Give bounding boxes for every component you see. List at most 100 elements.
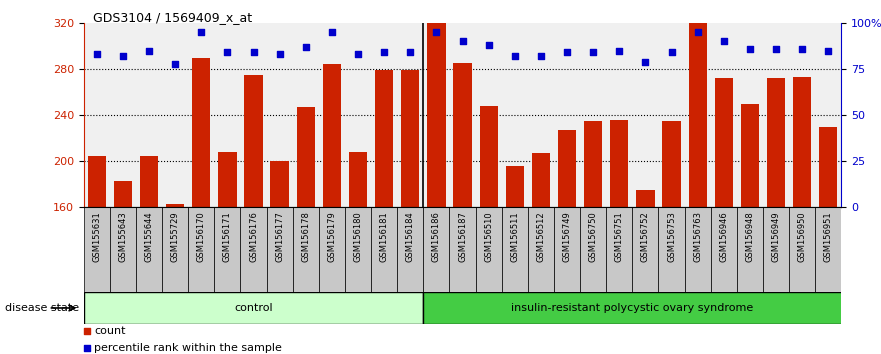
Bar: [449, 207, 476, 292]
Bar: [292, 207, 319, 292]
Bar: [189, 207, 214, 292]
Bar: [532, 153, 550, 207]
Text: GSM156512: GSM156512: [537, 211, 545, 262]
Text: GSM156186: GSM156186: [432, 211, 440, 262]
Bar: [479, 106, 498, 207]
Bar: [506, 166, 524, 207]
Text: GSM156951: GSM156951: [824, 211, 833, 262]
Text: GSM156510: GSM156510: [485, 211, 493, 262]
Point: [325, 29, 339, 35]
Bar: [476, 207, 501, 292]
Point: [403, 50, 418, 55]
Point: [429, 29, 443, 35]
Bar: [606, 207, 633, 292]
Bar: [501, 207, 528, 292]
Bar: [375, 70, 393, 207]
Point: [142, 48, 156, 53]
Bar: [162, 207, 189, 292]
Text: GSM156753: GSM156753: [667, 211, 676, 262]
Bar: [110, 207, 136, 292]
Bar: [371, 207, 397, 292]
Bar: [554, 207, 580, 292]
Bar: [140, 156, 159, 207]
Text: GSM156184: GSM156184: [406, 211, 415, 262]
Point: [639, 59, 653, 64]
Bar: [711, 207, 737, 292]
Bar: [297, 107, 315, 207]
Text: GSM155631: GSM155631: [93, 211, 101, 262]
Point: [664, 50, 678, 55]
Bar: [87, 156, 106, 207]
Point: [717, 39, 731, 44]
Point: [220, 50, 234, 55]
Bar: [136, 207, 162, 292]
Bar: [270, 161, 289, 207]
Bar: [580, 207, 606, 292]
Point: [560, 50, 574, 55]
Text: GSM156181: GSM156181: [380, 211, 389, 262]
Bar: [241, 207, 267, 292]
Bar: [793, 77, 811, 207]
Text: GSM156751: GSM156751: [615, 211, 624, 262]
Bar: [218, 152, 236, 207]
Text: GSM156511: GSM156511: [510, 211, 519, 262]
Bar: [427, 23, 446, 207]
Bar: [345, 207, 371, 292]
Bar: [558, 130, 576, 207]
Bar: [763, 207, 789, 292]
Text: GSM155644: GSM155644: [144, 211, 153, 262]
Bar: [424, 207, 449, 292]
Text: GSM156170: GSM156170: [196, 211, 206, 262]
Text: GSM156179: GSM156179: [328, 211, 337, 262]
Bar: [397, 207, 424, 292]
Text: disease state: disease state: [5, 303, 83, 313]
Point: [482, 42, 496, 48]
Point: [821, 48, 835, 53]
Text: GSM156176: GSM156176: [249, 211, 258, 262]
Bar: [319, 207, 345, 292]
Text: GSM156750: GSM156750: [589, 211, 597, 262]
Text: GSM156171: GSM156171: [223, 211, 232, 262]
Bar: [424, 292, 855, 324]
Bar: [166, 204, 184, 207]
Point: [691, 29, 705, 35]
Point: [796, 46, 810, 52]
Bar: [636, 190, 655, 207]
Bar: [114, 181, 132, 207]
Text: GSM156763: GSM156763: [693, 211, 702, 262]
Bar: [192, 57, 211, 207]
Point: [455, 39, 470, 44]
Text: count: count: [94, 326, 126, 336]
Bar: [815, 207, 841, 292]
Bar: [401, 70, 419, 207]
Point: [586, 50, 600, 55]
Point: [168, 61, 182, 66]
Bar: [322, 64, 341, 207]
Bar: [244, 75, 263, 207]
Bar: [663, 121, 681, 207]
Bar: [741, 104, 759, 207]
Bar: [714, 78, 733, 207]
Text: GSM156948: GSM156948: [745, 211, 754, 262]
Text: GDS3104 / 1569409_x_at: GDS3104 / 1569409_x_at: [93, 11, 252, 24]
Text: GSM155729: GSM155729: [171, 211, 180, 262]
Text: control: control: [234, 303, 273, 313]
Bar: [611, 120, 628, 207]
Text: GSM156180: GSM156180: [353, 211, 362, 262]
Bar: [737, 207, 763, 292]
Bar: [349, 152, 367, 207]
Bar: [685, 207, 711, 292]
Text: GSM156946: GSM156946: [719, 211, 729, 262]
Point: [612, 48, 626, 53]
Bar: [633, 207, 658, 292]
Bar: [689, 23, 707, 207]
Point: [115, 53, 130, 59]
Bar: [84, 207, 110, 292]
Text: GSM156178: GSM156178: [301, 211, 310, 262]
Bar: [819, 127, 838, 207]
Text: GSM156187: GSM156187: [458, 211, 467, 262]
Point: [351, 51, 365, 57]
Point: [272, 51, 286, 57]
Point: [534, 53, 548, 59]
Point: [79, 329, 93, 334]
